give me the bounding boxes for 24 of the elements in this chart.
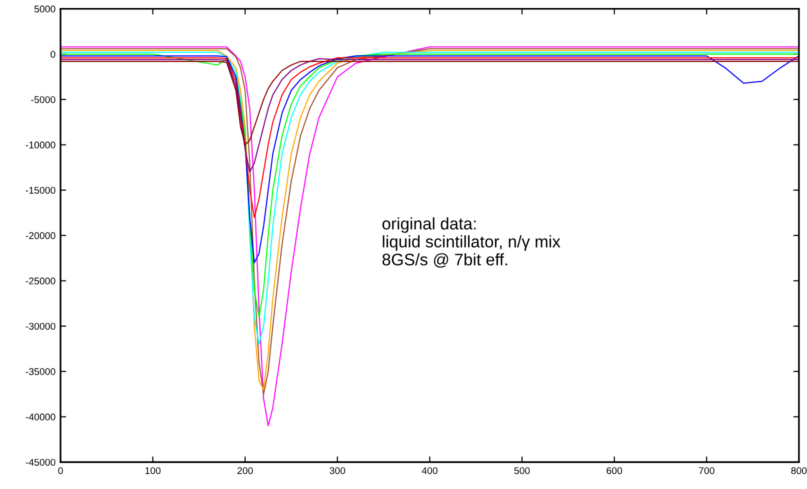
y-tick-label: -20000 bbox=[26, 232, 56, 240]
x-tick-label: 500 bbox=[514, 467, 530, 474]
y-tick-label: -15000 bbox=[26, 186, 56, 194]
y-tick-label: -5000 bbox=[31, 96, 56, 104]
x-tick-label: 100 bbox=[145, 467, 161, 474]
annotation: original data: liquid scintillator, n/γ mix 8GS/s @ 7bit eff. bbox=[382, 217, 560, 268]
x-tick-label: 0 bbox=[58, 467, 63, 474]
y-tick-label: -30000 bbox=[26, 322, 56, 330]
line-series bbox=[60, 58, 799, 173]
x-tick-label: 200 bbox=[238, 467, 253, 474]
y-tick-label: -40000 bbox=[26, 414, 56, 420]
y-tick-label: 5000 bbox=[34, 6, 56, 12]
x-tick-label: 700 bbox=[699, 467, 714, 474]
y-tick-label: 0 bbox=[50, 50, 56, 58]
y-tick-label: -10000 bbox=[26, 142, 56, 148]
y-tick-label: -25000 bbox=[26, 278, 56, 284]
y-tick-label: -35000 bbox=[26, 368, 56, 376]
x-tick-label: 600 bbox=[606, 467, 622, 474]
line-series bbox=[60, 57, 799, 218]
y-tick-label: -45000 bbox=[26, 458, 56, 466]
x-tick-label: 300 bbox=[330, 467, 346, 474]
x-tick-label: 800 bbox=[791, 467, 807, 474]
line-series bbox=[60, 60, 799, 146]
x-tick-label: 400 bbox=[422, 467, 438, 474]
